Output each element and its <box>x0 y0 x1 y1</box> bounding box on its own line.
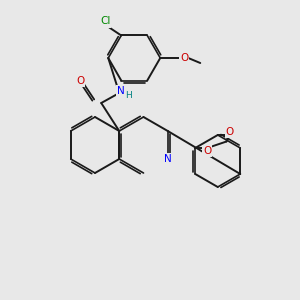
Text: O: O <box>203 146 212 156</box>
Text: N: N <box>117 86 125 96</box>
Text: N: N <box>164 154 172 164</box>
Text: Cl: Cl <box>100 16 110 26</box>
Text: O: O <box>226 127 234 137</box>
Text: H: H <box>125 91 132 100</box>
Text: O: O <box>76 76 84 86</box>
Text: O: O <box>180 53 188 63</box>
